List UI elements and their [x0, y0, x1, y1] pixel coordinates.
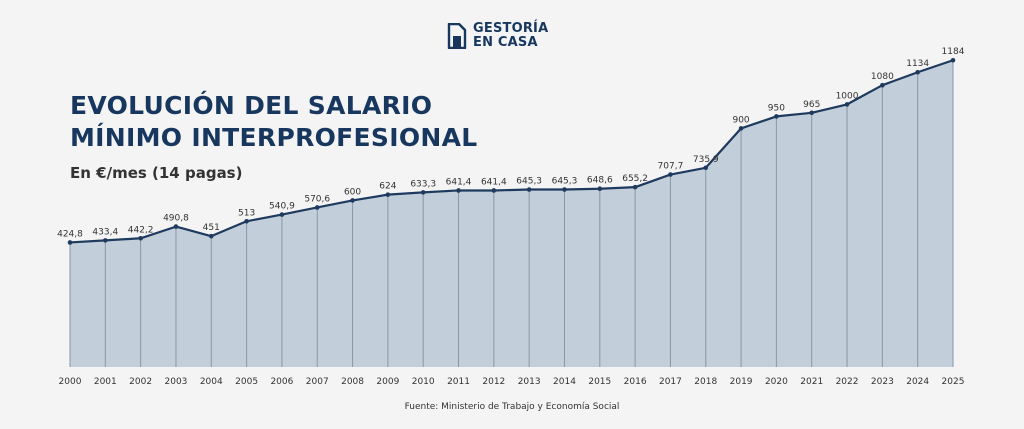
tick-label-2018: 2018: [694, 377, 717, 387]
tick-label-2012: 2012: [482, 377, 505, 387]
value-label-2017: 707,7: [658, 162, 684, 172]
source-note: Fuente: Ministerio de Trabajo y Economía…: [404, 402, 620, 412]
data-point-2021: [809, 110, 815, 116]
data-point-2017: [668, 172, 673, 177]
data-point-2014: [562, 187, 567, 192]
data-point-2013: [526, 187, 532, 192]
value-label-2011: 641,4: [446, 177, 472, 187]
tick-label-2004: 2004: [200, 377, 223, 387]
tick-label-2023: 2023: [871, 377, 894, 387]
value-label-2024: 1134: [906, 59, 929, 69]
tick-label-2010: 2010: [412, 377, 435, 387]
data-point-2009: [385, 192, 391, 197]
area-fill: [70, 60, 953, 368]
document-icon: [447, 23, 467, 49]
data-point-2020: [774, 114, 779, 119]
value-label-2007: 570,6: [304, 194, 330, 204]
value-label-2018: 735,9: [693, 155, 719, 165]
value-label-2010: 633,3: [410, 179, 436, 189]
value-label-2013: 645,3: [516, 177, 542, 187]
data-point-2000: [67, 240, 73, 245]
chart-subtitle: En €/mes (14 pagas): [70, 164, 243, 182]
data-point-2007: [314, 205, 320, 210]
data-point-2018: [703, 165, 709, 171]
data-point-2005: [244, 218, 249, 224]
tick-label-2007: 2007: [306, 377, 329, 387]
value-label-2009: 624: [379, 182, 396, 192]
tick-label-2022: 2022: [836, 377, 859, 387]
tick-label-2017: 2017: [659, 377, 682, 387]
brand-line-1: GESTORÍA: [473, 21, 549, 36]
brand-name: GESTORÍA EN CASA: [473, 22, 548, 50]
tick-label-2001: 2001: [94, 377, 117, 387]
tick-label-2025: 2025: [942, 377, 965, 387]
data-point-2004: [208, 233, 214, 239]
value-label-2005: 513: [238, 208, 255, 218]
data-point-2015: [597, 186, 603, 192]
data-point-2012: [491, 188, 497, 193]
data-point-2002: [138, 235, 143, 241]
tick-label-2002: 2002: [129, 377, 152, 387]
tick-label-2009: 2009: [376, 377, 399, 387]
chart-title-line-1: EVOLUCIÓN DEL SALARIO: [70, 91, 433, 120]
data-point-2016: [632, 184, 638, 190]
tick-label-2024: 2024: [906, 377, 929, 387]
brand-line-2: EN CASA: [473, 35, 538, 50]
tick-label-2005: 2005: [235, 377, 258, 387]
tick-label-2003: 2003: [165, 377, 188, 387]
tick-label-2020: 2020: [765, 377, 788, 387]
tick-label-2015: 2015: [588, 377, 611, 387]
value-label-2015: 648,6: [587, 176, 613, 186]
data-point-2019: [738, 126, 744, 131]
value-label-2002: 442,2: [128, 225, 154, 235]
value-label-2023: 1080: [871, 72, 894, 82]
tick-label-2006: 2006: [270, 377, 293, 387]
value-label-2019: 900: [732, 115, 749, 125]
data-point-2022: [844, 102, 850, 107]
brand-logo: GESTORÍA EN CASA: [447, 22, 548, 50]
tick-label-2011: 2011: [447, 377, 470, 387]
chart-title: EVOLUCIÓN DEL SALARIO MÍNIMO INTERPROFES…: [70, 90, 478, 154]
data-point-2023: [880, 82, 885, 88]
tick-label-2019: 2019: [730, 377, 753, 387]
data-point-2025: [950, 57, 956, 63]
tick-label-2016: 2016: [624, 377, 647, 387]
data-point-2010: [420, 190, 426, 195]
chart-title-line-2: MÍNIMO INTERPROFESIONAL: [70, 123, 478, 152]
data-point-2008: [350, 198, 355, 203]
value-label-2000: 424,8: [57, 229, 83, 239]
tick-label-2013: 2013: [518, 377, 541, 387]
data-point-2024: [915, 69, 920, 75]
data-point-2006: [279, 212, 285, 217]
value-label-2001: 433,4: [92, 227, 118, 237]
value-label-2022: 1000: [836, 91, 859, 101]
tick-label-2008: 2008: [341, 377, 364, 387]
data-point-2001: [103, 238, 108, 243]
data-point-2011: [456, 188, 461, 193]
value-label-2008: 600: [344, 187, 361, 197]
value-label-2016: 655,2: [622, 174, 648, 184]
value-label-2003: 490,8: [163, 214, 189, 224]
series-line: [69, 59, 954, 244]
value-label-2012: 641,4: [481, 177, 507, 187]
tick-label-2021: 2021: [800, 377, 823, 387]
data-point-2003: [173, 224, 179, 229]
value-label-2025: 1184: [942, 47, 965, 57]
value-label-2020: 950: [768, 103, 785, 113]
tick-label-2000: 2000: [59, 377, 82, 387]
tick-label-2014: 2014: [553, 377, 576, 387]
value-label-2006: 540,9: [269, 202, 295, 212]
value-label-2021: 965: [803, 100, 820, 110]
value-label-2004: 451: [203, 223, 220, 233]
value-label-2014: 645,3: [552, 177, 578, 187]
